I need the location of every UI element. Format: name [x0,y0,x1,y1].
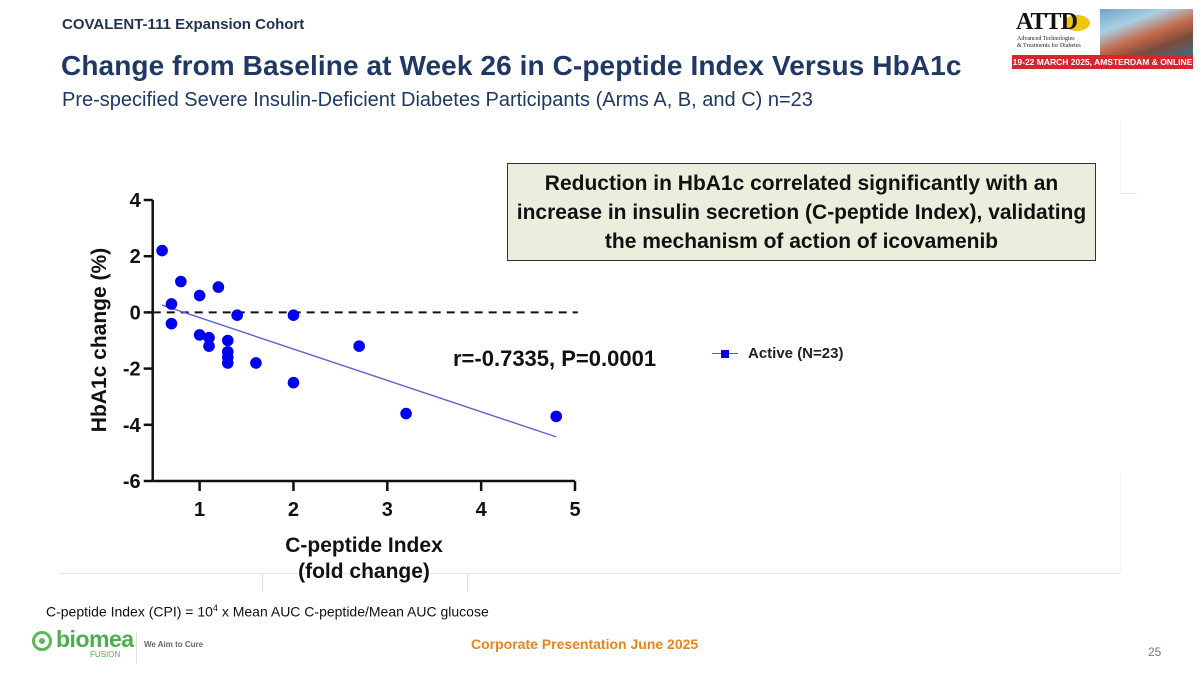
data-point [212,281,225,293]
callout-text: Reduction in HbA1c correlated significan… [516,171,1087,253]
y-tick-label: -4 [123,415,142,437]
page-number: 25 [1148,645,1162,659]
divider-line [1120,193,1137,194]
chart-legend: Active (N=23) [712,345,843,362]
legend-label: Active (N=23) [748,345,844,362]
x-tick-label: 4 [476,499,488,521]
data-point [221,334,234,347]
y-tick-label: 2 [130,246,141,268]
conference-logo: ATTD Advanced Technologies & Treatments … [1012,9,1193,69]
x-label-frame [262,574,468,592]
y-tick-label: -2 [123,359,141,381]
y-tick-label: 0 [130,302,141,324]
slide-subtitle: Pre-specified Severe Insulin-Deficient D… [62,89,813,111]
regression-line-group [161,304,557,438]
divider-line [1120,120,1121,193]
regression-line [161,304,557,438]
biomea-ring-icon [32,631,52,651]
attd-logo-block: ATTD Advanced Technologies & Treatments … [1012,9,1100,55]
data-point [193,329,206,341]
y-tick-label: -6 [123,471,141,493]
attd-subtitle-line2: & Treatments for Diabetes [1017,43,1081,49]
presentation-label: Corporate Presentation June 2025 [471,636,699,652]
data-point [193,289,206,302]
attd-logo-subtitle: Advanced Technologies & Treatments for D… [1017,36,1081,50]
x-tick-label: 2 [288,499,299,521]
amsterdam-photo [1100,9,1193,55]
attd-swoosh-icon [1064,15,1090,31]
data-point [550,410,563,423]
x-tick-label: 3 [382,499,393,521]
data-point [250,357,262,369]
chart-axes: 4 2 0 -2 -4 -6 1 2 3 4 5 [123,190,581,521]
footnote: C-peptide Index (CPI) = 104 x Mean AUC C… [46,603,489,620]
x-axis-label: C-peptide Index (fold change) [262,533,466,585]
data-point [287,376,300,389]
footnote-suffix: x Mean AUC C-peptide/Mean AUC glucose [217,603,489,620]
slide-title: Change from Baseline at Week 26 in C-pep… [61,50,962,81]
data-point [175,275,187,288]
divider-line [1120,472,1121,572]
y-axis-label: HbA1c change (%) [88,248,111,432]
company-subname: FUSION [90,650,121,659]
company-tagline: We Aim to Cure [144,640,204,649]
conference-banner: 19-22 MARCH 2025, AMSTERDAM & ONLINE [1012,55,1193,69]
data-points [156,244,563,423]
callout-box: Reduction in HbA1c correlated significan… [507,163,1096,261]
divider-line [60,573,1120,574]
footnote-prefix: C-peptide Index (CPI) = 10 [46,603,213,620]
data-point [353,340,365,352]
x-tick-label: 5 [569,499,580,521]
footnote-exponent: 4 [212,603,218,613]
x-axis-label-line2: (fold change) [298,560,430,583]
data-point [165,317,178,330]
data-point [287,309,300,322]
company-name: biomea [56,626,134,652]
data-point [165,298,178,310]
biomea-dot-icon [39,638,45,644]
logo-separator [136,632,137,664]
data-point [400,407,412,420]
data-point [203,331,215,344]
attd-subtitle-line1: Advanced Technologies [1017,36,1075,42]
company-logo: biomea FUSION We Aim to Cure [32,626,212,664]
legend-marker-icon [712,347,738,361]
x-axis-label-line1: C-peptide Index [285,534,443,557]
cohort-label: COVALENT-111 Expansion Cohort [62,16,305,33]
data-point [221,357,234,369]
y-tick-label: 4 [130,190,142,212]
data-point [203,340,215,352]
attd-logo-text: ATTD [1016,9,1078,35]
data-point [156,244,168,257]
data-point [231,309,243,322]
correlation-annotation: r=-0.7335, P=0.0001 [453,346,657,371]
x-tick-label: 1 [194,499,205,521]
